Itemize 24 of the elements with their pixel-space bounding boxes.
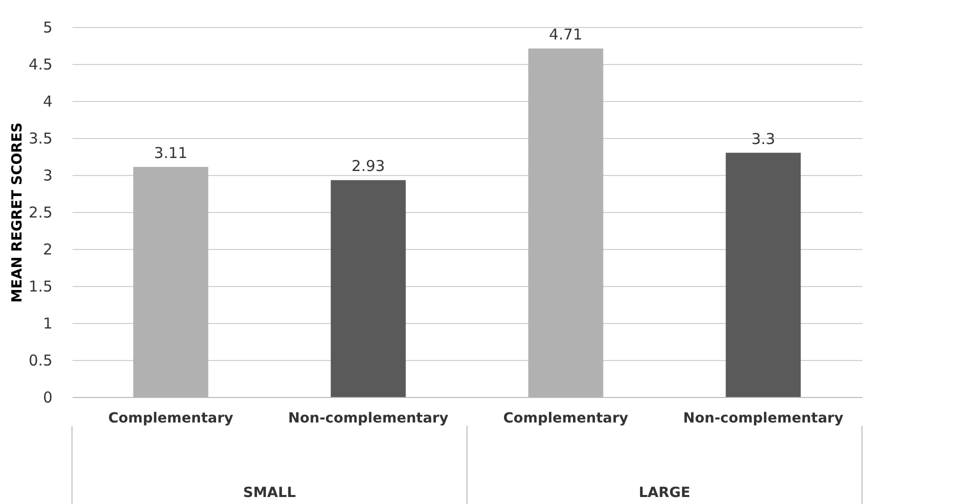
y-axis-title: MEAN REGRET SCORES bbox=[10, 122, 26, 303]
text: LARGE bbox=[638, 485, 690, 501]
data-label: 3.11 bbox=[154, 144, 188, 162]
y-tick-label: 5 bbox=[42, 18, 52, 36]
y-tick-label: 4.5 bbox=[28, 56, 52, 74]
y-tick-label: 2.5 bbox=[28, 204, 52, 222]
data-label: 2.93 bbox=[352, 157, 385, 176]
x-tick-label: Complementary bbox=[503, 410, 628, 426]
data-label: 3.3 bbox=[751, 130, 776, 148]
y-tick-label: 0 bbox=[42, 388, 52, 406]
bar bbox=[330, 180, 406, 397]
bar bbox=[726, 152, 801, 397]
y-tick-label: 1.5 bbox=[28, 278, 52, 296]
y-tick-label: 2 bbox=[42, 240, 52, 258]
y-tick-label: 4 bbox=[42, 92, 52, 110]
x-tick-label: Non-complementary bbox=[683, 410, 844, 426]
data-label: 4.71 bbox=[549, 25, 582, 44]
y-tick-label: 3.5 bbox=[28, 130, 52, 148]
text: SMALL bbox=[243, 485, 296, 501]
y-tick-label: 3 bbox=[42, 166, 52, 184]
x-tick-label: Complementary bbox=[108, 410, 234, 426]
y-tick-label: 1 bbox=[42, 314, 52, 332]
y-tick-label: 0.5 bbox=[28, 352, 52, 370]
x-tick-label: Non-complementary bbox=[288, 410, 448, 426]
